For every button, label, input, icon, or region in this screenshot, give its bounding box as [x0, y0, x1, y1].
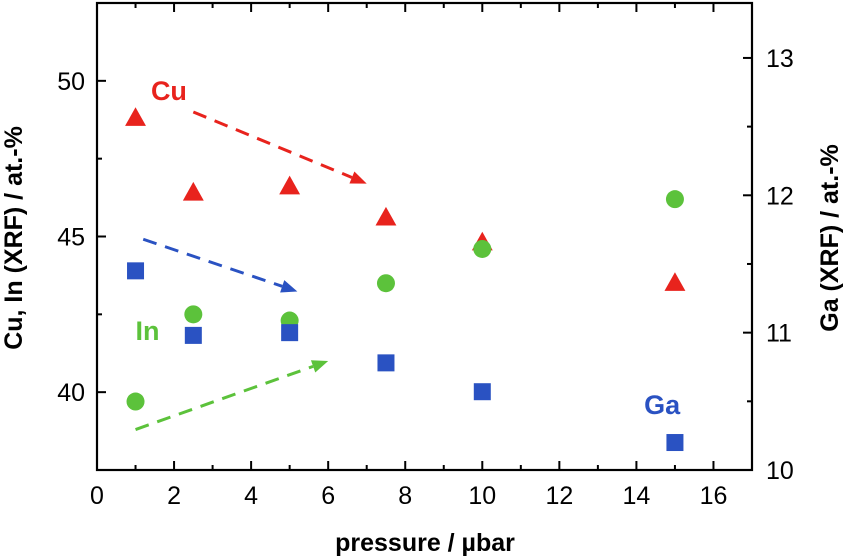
trend-arrow-ga [142, 237, 283, 288]
data-point-ga [281, 324, 299, 342]
y-right-tick-label: 12 [766, 182, 794, 210]
x-axis-ticks: 0 2 4 6 8 10 12 14 16 [90, 3, 727, 510]
data-point-cu [279, 175, 301, 195]
series-label-cu: Cu [151, 76, 187, 106]
trend-arrows [135, 110, 367, 431]
data-point-ga [666, 434, 684, 452]
x-tick-label: 16 [700, 482, 728, 510]
trend-arrowhead-in [310, 360, 329, 373]
trend-arrow-in [135, 364, 314, 431]
data-point-ga [473, 383, 491, 401]
x-tick-label: 8 [398, 482, 412, 510]
data-point-in [473, 239, 492, 258]
x-tick-label: 2 [167, 482, 181, 510]
y-left-tick-label: 50 [57, 68, 85, 96]
y-left-tick-label: 40 [57, 379, 85, 407]
x-axis-title: pressure / µbar [335, 529, 515, 557]
y-left-axis-ticks: 40 45 50 [57, 68, 106, 407]
y-right-axis-title: Ga (XRF) / at.-% [816, 144, 844, 332]
data-points [125, 107, 686, 452]
x-tick-label: 4 [244, 482, 258, 510]
y-left-axis-title: Cu, In (XRF) / at.-% [0, 126, 28, 350]
y-right-tick-label: 13 [766, 45, 794, 73]
x-tick-label: 0 [90, 482, 104, 510]
data-point-ga [127, 262, 145, 280]
y-left-tick-label: 45 [57, 224, 85, 252]
trend-arrowhead-cu [349, 171, 367, 184]
y-right-axis-ticks: 10 11 12 13 [743, 45, 794, 485]
data-point-cu [664, 272, 686, 291]
y-right-tick-label: 10 [766, 457, 794, 485]
series-labels: Cu In Ga [136, 76, 682, 420]
data-point-in [665, 190, 684, 209]
data-point-cu [375, 206, 397, 226]
trend-arrowhead-ga [280, 280, 298, 293]
data-point-in [376, 274, 395, 293]
trend-arrow-cu [192, 110, 353, 179]
data-point-ga [184, 326, 202, 344]
x-tick-label: 12 [545, 482, 573, 510]
series-label-ga: Ga [644, 390, 681, 420]
data-point-cu [182, 181, 204, 201]
data-point-cu [125, 107, 146, 126]
data-point-in [184, 305, 203, 324]
data-point-ga [377, 354, 395, 372]
data-point-in [126, 392, 145, 411]
series-label-in: In [136, 316, 160, 346]
x-tick-label: 14 [623, 482, 651, 510]
x-tick-label: 10 [468, 482, 496, 510]
y-right-tick-label: 11 [766, 320, 792, 348]
x-tick-label: 6 [321, 482, 335, 510]
